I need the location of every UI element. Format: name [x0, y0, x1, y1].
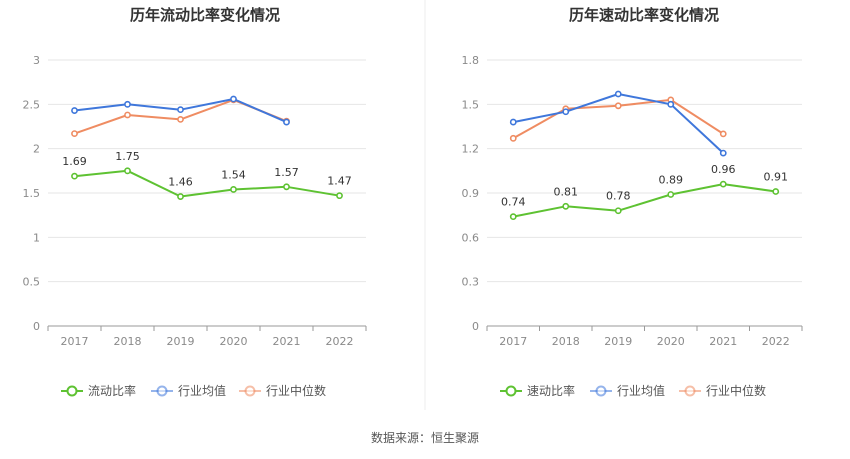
legend-item: 行业中位数 [679, 383, 766, 398]
data-point [177, 193, 184, 200]
data-label: 0.81 [554, 185, 579, 198]
data-point [71, 172, 78, 180]
data-point [509, 134, 517, 142]
series-line [513, 183, 776, 218]
data-source-note: 数据来源：恒生聚源 [371, 430, 479, 445]
data-point [177, 116, 184, 123]
data-point [336, 192, 343, 200]
x-tick-label: 2020 [220, 335, 248, 348]
legend-label: 行业均值 [617, 383, 665, 398]
data-label: 1.69 [62, 155, 87, 168]
data-label: 0.91 [764, 171, 789, 184]
data-point [71, 107, 78, 114]
chart-title: 历年流动比率变化情况 [130, 6, 280, 24]
legend-item: 行业均值 [590, 383, 665, 398]
data-point [562, 108, 570, 116]
series-line [74, 169, 340, 198]
chart-title: 历年速动比率变化情况 [569, 6, 719, 24]
current-ratio-chart: 历年流动比率变化情况 0 0.5 1 1.5 2 2.5 3 2017 2018 2019 2020 2… [23, 6, 367, 398]
x-tick-label: 2018 [552, 335, 580, 348]
y-tick-label: 1.5 [462, 98, 480, 111]
legend-label: 速动比率 [527, 383, 575, 398]
data-label: 0.96 [711, 163, 736, 176]
x-tick-label: 2021 [709, 335, 737, 348]
x-tick-label: 2021 [273, 335, 301, 348]
data-point [124, 100, 131, 108]
legend-swatch-marker [244, 385, 256, 397]
x-tick-label: 2022 [326, 335, 354, 348]
data-point [509, 118, 517, 126]
data-label: 0.78 [606, 190, 631, 203]
quick-ratio-chart: 历年速动比率变化情况 0 0.3 0.6 0.9 1.2 1.5 1.8 2017 2018 201… [462, 6, 803, 398]
y-tick-label: 1.8 [462, 54, 480, 67]
data-label: 1.46 [168, 176, 193, 189]
data-label: 0.74 [501, 196, 526, 209]
y-tick-label: 0.5 [23, 276, 41, 289]
data-label: 0.89 [659, 173, 684, 186]
x-tick-label: 2017 [61, 335, 89, 348]
x-tick-label: 2020 [657, 335, 685, 348]
legend-swatch-marker [684, 385, 696, 397]
x-tick-label: 2019 [167, 335, 195, 348]
data-label: 1.75 [115, 150, 140, 163]
data-point [230, 95, 237, 103]
y-tick-label: 0.6 [462, 231, 480, 244]
legend-swatch-marker [66, 385, 78, 397]
legend-item: 行业中位数 [239, 383, 326, 398]
y-tick-label: 1.2 [462, 143, 480, 156]
data-point [667, 100, 675, 108]
data-point [614, 90, 622, 98]
legend-swatch-marker [595, 385, 607, 397]
data-point [124, 111, 131, 119]
y-tick-label: 3 [33, 54, 40, 67]
legend-label: 流动比率 [88, 383, 136, 398]
legend-item: 行业均值 [151, 383, 226, 398]
data-point [562, 202, 570, 210]
data-point [772, 188, 780, 195]
data-point [124, 167, 131, 175]
data-point [283, 183, 290, 191]
y-tick-label: 0 [472, 320, 479, 333]
data-point [509, 213, 517, 221]
x-tick-label: 2018 [114, 335, 142, 348]
x-tick-label: 2019 [604, 335, 632, 348]
data-point [667, 191, 675, 198]
legend-label: 行业均值 [178, 383, 226, 398]
y-tick-label: 0.9 [462, 187, 480, 200]
legend-label: 行业中位数 [266, 383, 326, 398]
data-point [177, 106, 184, 114]
data-label: 1.54 [221, 168, 246, 181]
x-tick-label: 2022 [762, 335, 790, 348]
y-tick-label: 2 [33, 143, 40, 156]
y-tick-label: 0.3 [462, 276, 480, 289]
x-tick-label: 2017 [499, 335, 527, 348]
data-point [283, 118, 290, 126]
y-tick-label: 1.5 [23, 187, 41, 200]
data-point [719, 130, 727, 138]
data-point [71, 130, 78, 137]
data-point [719, 149, 727, 157]
data-point [719, 180, 727, 188]
legend-item: 速动比率 [500, 383, 575, 398]
legend-swatch-marker [505, 385, 517, 397]
y-tick-label: 0 [33, 320, 40, 333]
y-tick-label: 1 [33, 231, 40, 244]
data-label: 1.57 [274, 166, 299, 179]
legend-item: 流动比率 [61, 383, 136, 398]
data-point [614, 102, 622, 110]
data-point [614, 207, 622, 215]
data-point [230, 186, 237, 193]
data-label: 1.47 [327, 175, 352, 188]
y-tick-label: 2.5 [23, 98, 41, 111]
legend-swatch-marker [156, 385, 168, 397]
legend-label: 行业中位数 [706, 383, 766, 398]
